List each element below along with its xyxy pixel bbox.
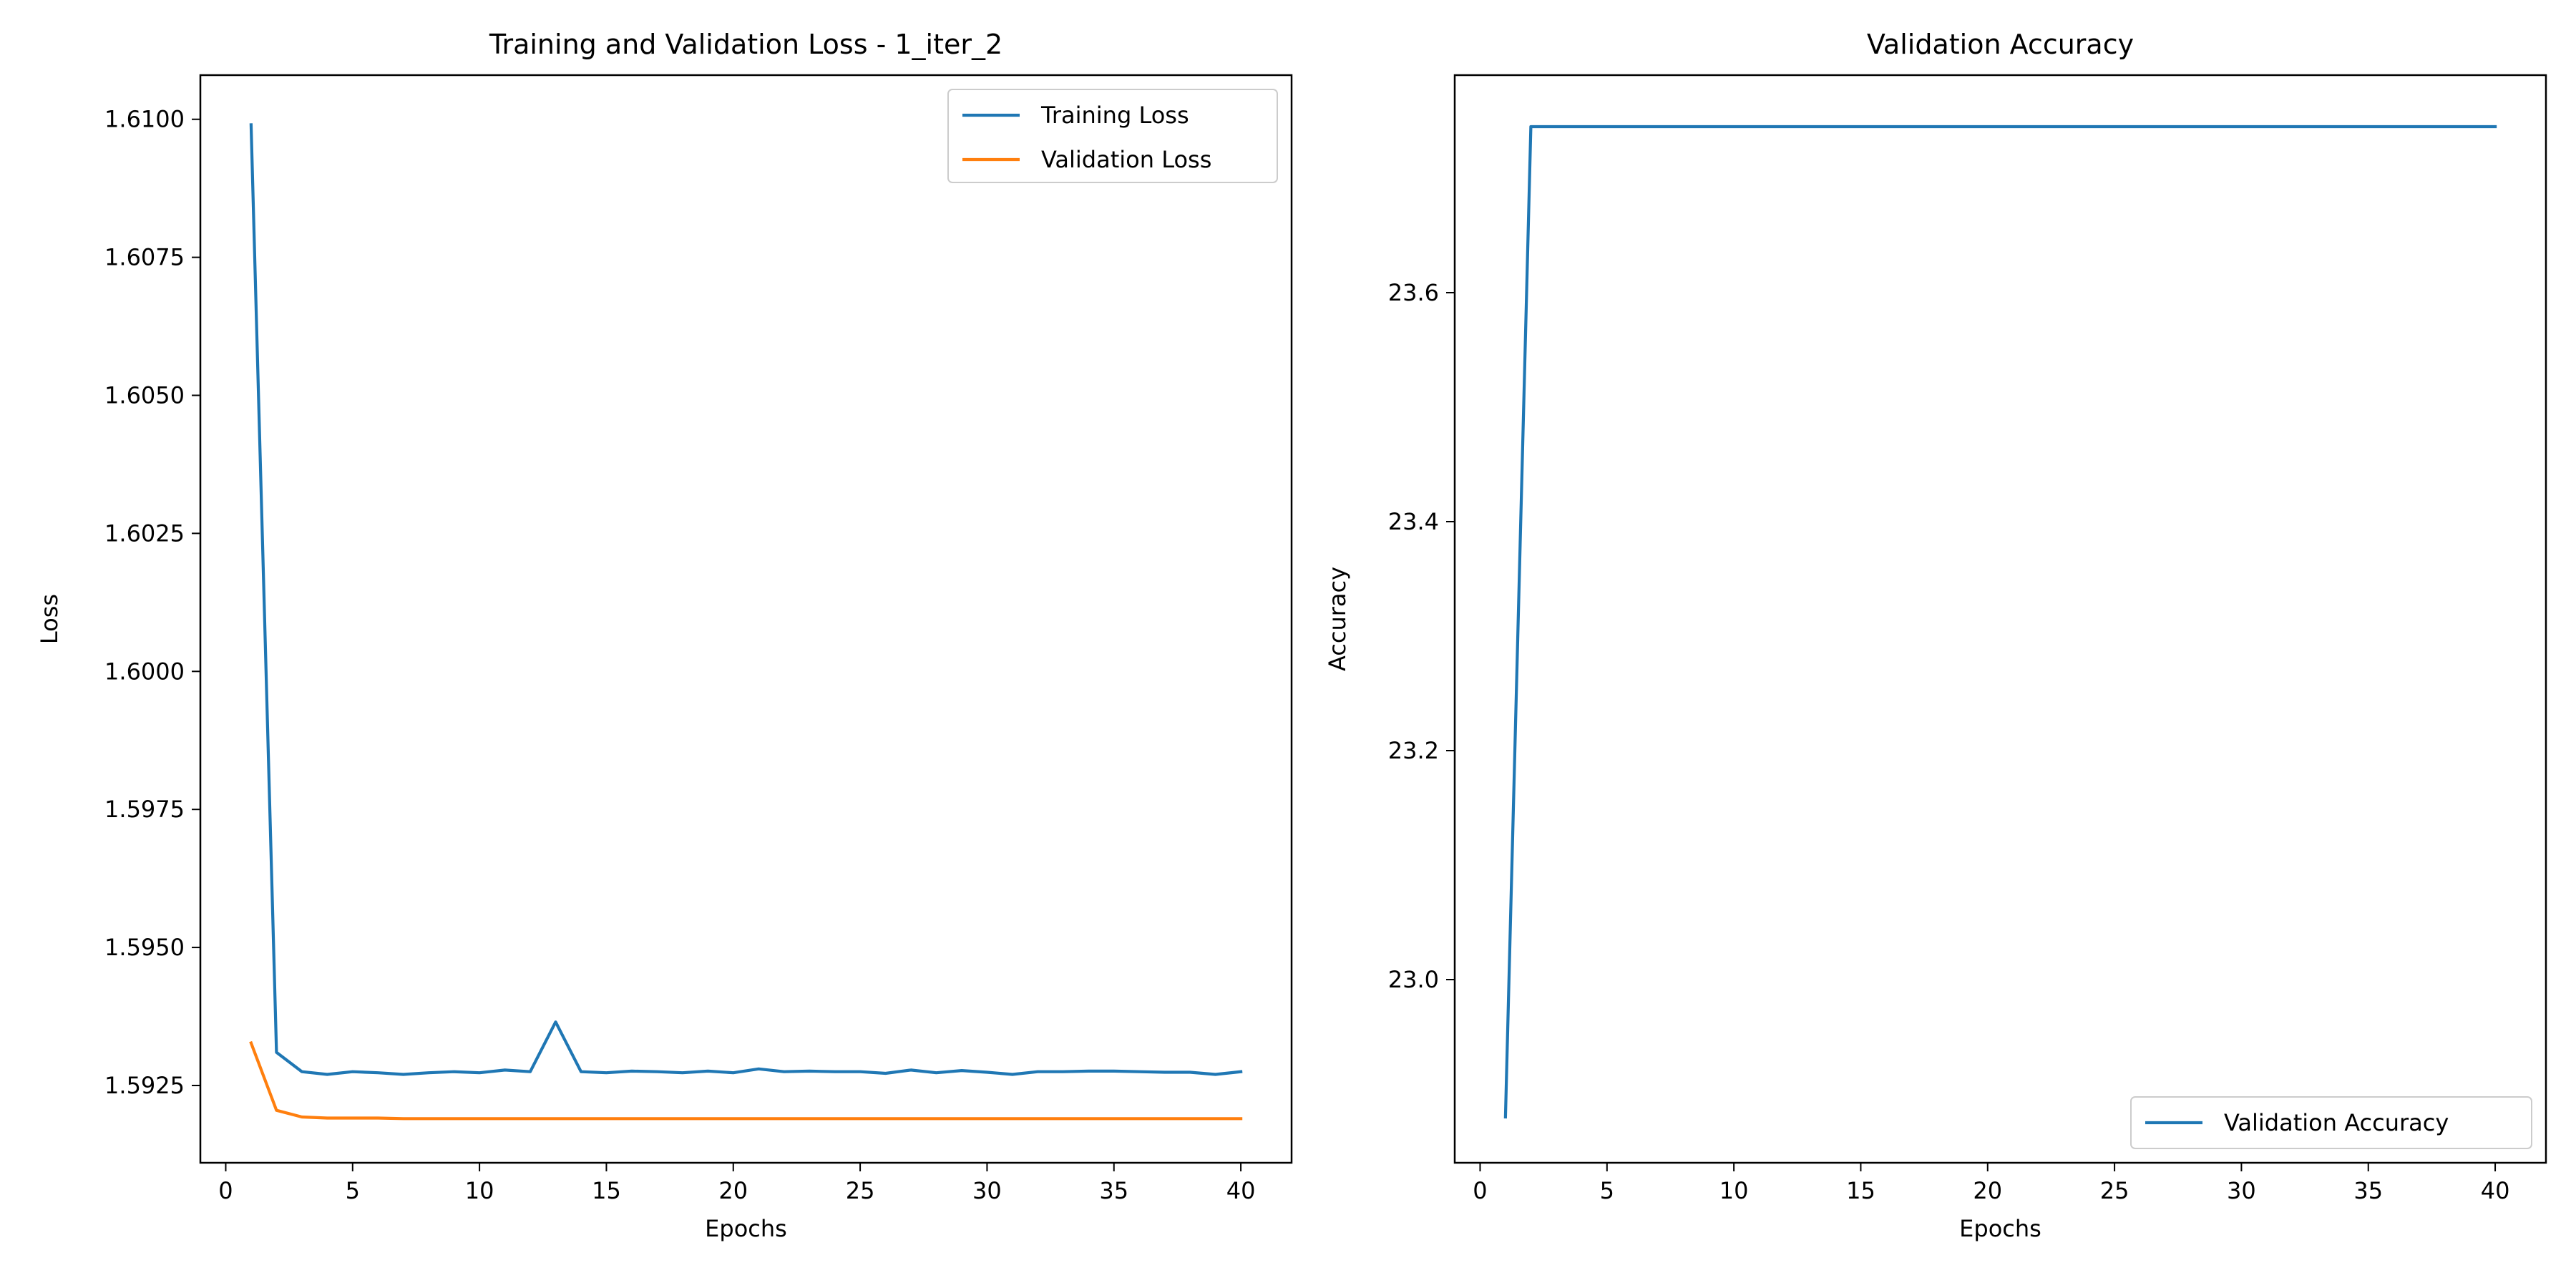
y-tick-label: 1.5975: [104, 796, 185, 823]
x-tick-label: 5: [1600, 1177, 1614, 1204]
series-line-validation-loss: [249, 1040, 1243, 1121]
y-tick-label: 1.5925: [104, 1072, 185, 1099]
y-tick-label: 1.6000: [104, 658, 185, 685]
x-tick-label: 30: [2227, 1177, 2256, 1204]
chart-panel-2: Validation Accuracy 0 5 10 15 20 25 30 35 40 23.0 2…: [1324, 29, 2547, 1242]
y-tick-label: 1.6050: [104, 382, 185, 409]
x-tick-label: 5: [346, 1177, 360, 1204]
x-tick-label: 20: [718, 1177, 748, 1204]
x-axis-label: Epochs: [705, 1215, 787, 1242]
chart-title: Training and Validation Loss - 1_iter_2: [489, 29, 1002, 60]
plot-frame: [1453, 74, 2547, 1164]
x-tick-label: 20: [1973, 1177, 2002, 1204]
legend: Training Loss Validation Loss: [947, 89, 1278, 183]
x-tick-label: 10: [465, 1177, 494, 1204]
chart-title: Validation Accuracy: [1867, 29, 2134, 60]
x-tick-label: 25: [2100, 1177, 2129, 1204]
x-tick-label: 40: [2481, 1177, 2510, 1204]
y-tick-label: 23.4: [1388, 508, 1439, 535]
legend-box: [947, 89, 1278, 183]
x-tick-label: 15: [592, 1177, 621, 1204]
legend-label: Validation Loss: [1041, 146, 1211, 173]
y-axis-label: Accuracy: [1324, 567, 1351, 671]
x-tick-label: 25: [846, 1177, 875, 1204]
y-tick-label: 23.6: [1388, 279, 1439, 306]
y-tick-label: 1.6075: [104, 244, 185, 271]
series-line-validation-accuracy: [1503, 125, 2497, 1119]
legend-label: Training Loss: [1040, 102, 1189, 129]
y-tick-label: 23.2: [1388, 737, 1439, 764]
plot-frame: [199, 74, 1293, 1164]
x-axis-label: Epochs: [1959, 1215, 2041, 1242]
legend-box: [2130, 1096, 2532, 1149]
x-tick-label: 35: [1099, 1177, 1128, 1204]
legend: Validation Accuracy: [2130, 1096, 2532, 1149]
x-tick-label: 0: [218, 1177, 233, 1204]
x-tick-label: 0: [1473, 1177, 1487, 1204]
x-tick-label: 15: [1846, 1177, 1875, 1204]
y-axis-label: Loss: [36, 594, 63, 644]
series-line-training-loss: [249, 123, 1243, 1076]
x-tick-label: 10: [1719, 1177, 1749, 1204]
x-tick-label: 35: [2353, 1177, 2383, 1204]
x-tick-label: 40: [1226, 1177, 1256, 1204]
x-tick-label: 30: [972, 1177, 1002, 1204]
legend-label: Validation Accuracy: [2224, 1109, 2449, 1136]
y-tick-label: 23.0: [1388, 966, 1439, 993]
y-tick-label: 1.6025: [104, 519, 185, 547]
y-tick-label: 1.5950: [104, 934, 185, 961]
chart-panel-1: Training and Validation Loss - 1_iter_2 0…: [36, 29, 1293, 1242]
y-tick-label: 1.6100: [104, 106, 185, 133]
